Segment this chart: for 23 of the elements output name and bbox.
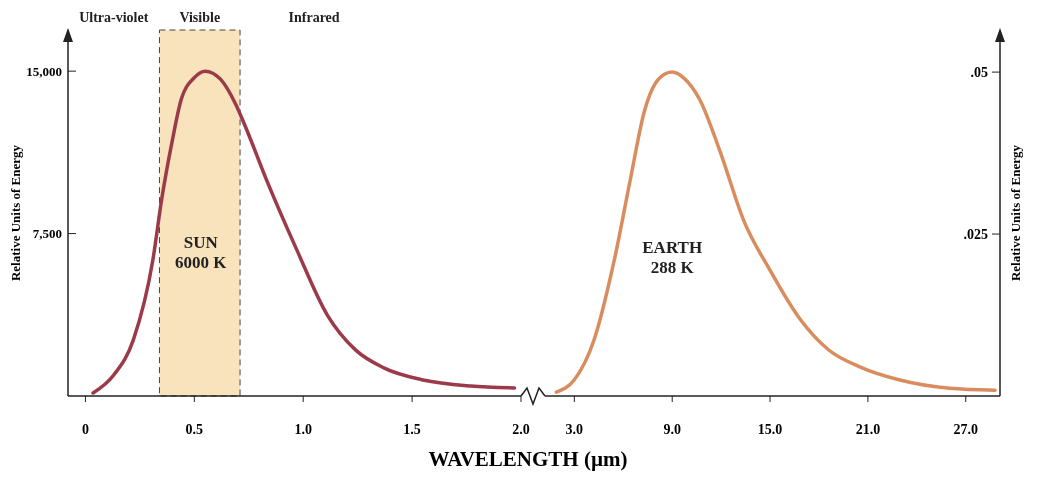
band-label: Visible [179, 10, 221, 25]
x-tick-label: 9.0 [663, 422, 681, 437]
x-axis-title: WAVELENGTH (µm) [428, 447, 628, 471]
x-tick-label: 15.0 [757, 422, 783, 437]
text: Infrared [288, 10, 340, 25]
x-tick-label: 2.0 [512, 422, 530, 437]
y2-tick-label: .025 [963, 226, 988, 242]
y2-axis-title: Relative Units of Energy [1008, 144, 1023, 282]
x-tick-label: 1.5 [403, 422, 421, 437]
y-axis-title: Relative Units of Energy [8, 144, 23, 282]
text: Ultra-violet [79, 10, 149, 25]
line-series [91, 69, 517, 395]
x-tick-label: 0 [81, 422, 89, 437]
x-tick-label: 27.0 [953, 422, 978, 437]
annotation: EARTH 288 K [642, 238, 703, 277]
x-tick-label: 21.0 [855, 422, 881, 437]
x-tick-label: 0.5 [185, 422, 204, 437]
y2-tick-label: .05 [970, 65, 988, 81]
y-tick-label: 15,000 [26, 63, 62, 79]
x-tick-label: 3.0 [565, 422, 584, 437]
annotation: SUN 6000 K [175, 233, 228, 272]
x-tick-label: 1.0 [294, 422, 312, 437]
y-tick-label: 7,500 [32, 226, 62, 242]
